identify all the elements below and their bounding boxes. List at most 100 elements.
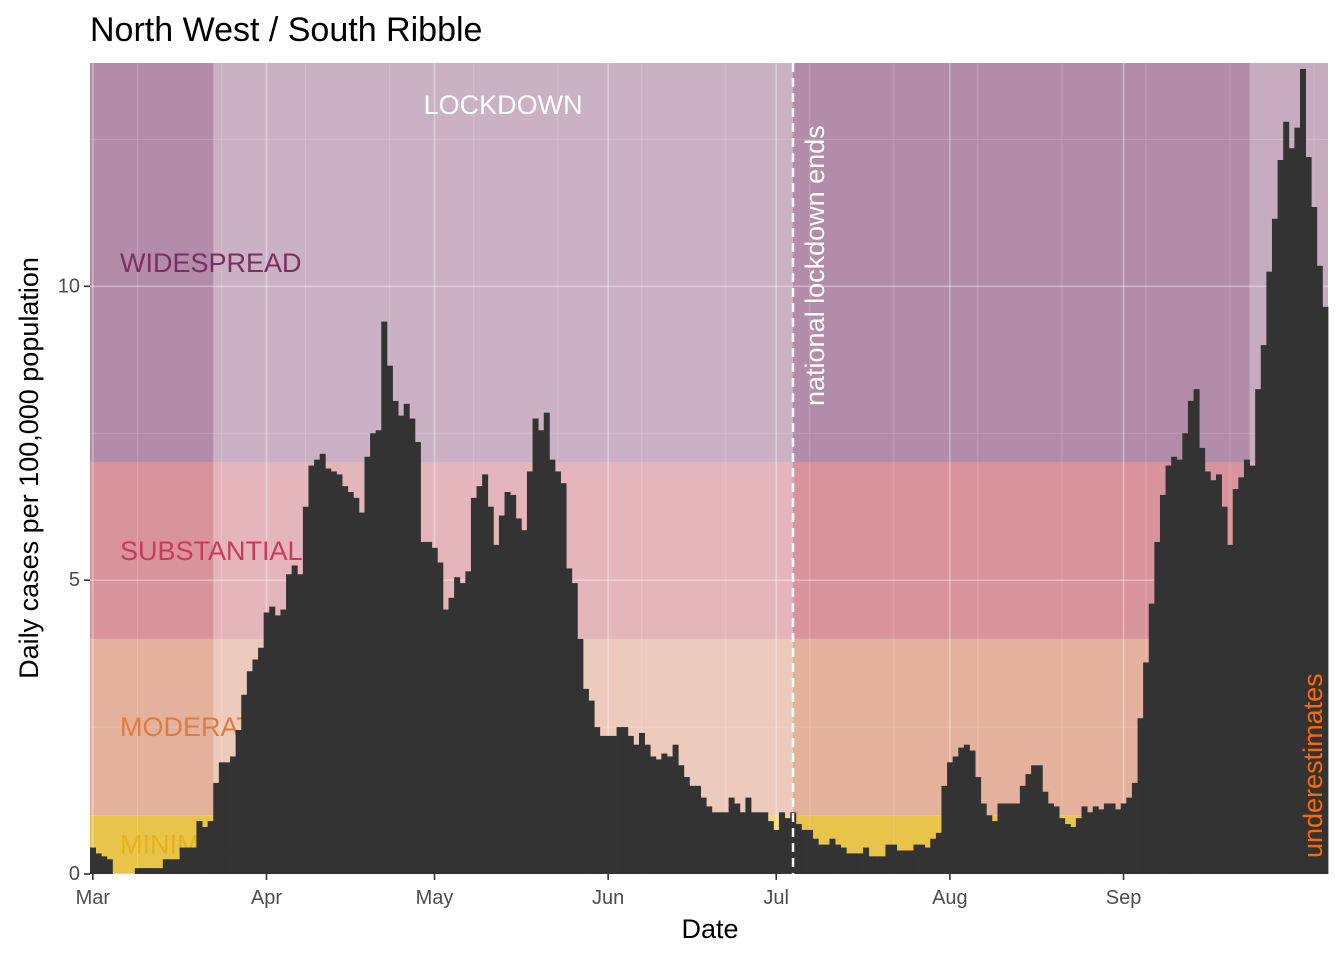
bar [1260,345,1267,875]
bar [1019,785,1026,874]
bar [991,821,998,874]
bar [1131,782,1138,874]
bar [560,483,567,874]
bar [930,838,937,874]
bar [554,471,561,874]
bar [241,694,248,874]
band-label-widespread: WIDESPREAD [120,248,302,278]
bar [319,453,326,874]
bar [689,785,696,874]
bar [863,847,870,874]
bar [314,459,321,874]
bar [493,544,500,874]
lockdown-end-label: national lockdown ends [800,125,830,406]
bar [818,844,825,874]
bar [1053,806,1060,874]
bar [280,609,287,874]
bar [655,759,662,874]
bar [1064,824,1071,874]
bar [498,515,505,874]
bar [482,474,489,874]
bar [174,859,181,874]
bar [454,577,461,874]
bar [756,812,763,874]
bar [694,785,701,874]
bar [1165,465,1172,874]
bar [106,859,113,874]
bar [605,735,612,874]
y-tick-label: 10 [58,275,80,297]
bar [95,853,102,874]
bar [476,486,483,874]
bar [633,744,640,874]
bar [751,812,758,874]
bar [269,606,276,874]
bar [1311,206,1318,875]
bar [146,868,153,874]
bar [190,847,197,874]
bar [358,512,365,874]
bar [879,856,886,874]
bar [767,821,774,874]
bar [891,844,898,874]
bar [230,756,237,874]
bar [252,659,259,874]
bar [543,412,550,874]
x-tick-label: Jun [592,887,624,909]
bar [1238,477,1245,874]
bar [431,547,438,874]
bar [711,812,718,874]
bar [1283,121,1290,874]
bar [325,468,332,874]
bar [807,829,814,874]
bar [902,850,909,874]
bar [980,803,987,874]
bar [179,847,186,874]
bar [1008,803,1015,874]
bar [919,844,926,874]
bar [1154,541,1161,874]
bar [1075,818,1082,874]
bar [1047,803,1054,874]
bar [935,832,942,874]
bar [1103,803,1110,874]
bar [224,762,231,874]
bar [594,727,601,874]
bar [616,727,623,874]
bar [958,747,965,874]
bar [1171,456,1178,874]
bar [235,730,242,874]
bar [420,541,427,874]
bar [162,859,169,874]
bar [151,868,158,874]
bar [1087,812,1094,874]
bar [857,853,864,874]
bar [1092,806,1099,874]
bar [442,609,449,874]
lockdown-label: LOCKDOWN [424,90,583,120]
band-widespread [90,63,1328,463]
bar [874,856,881,874]
bar [1199,447,1206,874]
bar [571,583,578,874]
bar [661,753,668,874]
bar [952,756,959,874]
bar [185,847,192,874]
bar [582,688,589,874]
bar [728,797,735,874]
bar [370,433,377,874]
bar [414,442,421,874]
bar [846,853,853,874]
bar [851,853,858,874]
bar [375,430,382,874]
bar [437,562,444,874]
bar [258,647,265,874]
x-tick-label: Mar [76,887,111,909]
bar [1243,459,1250,874]
bar [364,456,371,874]
bar [157,868,164,874]
bar [1193,389,1200,874]
bar [1126,797,1133,874]
bar [739,812,746,874]
